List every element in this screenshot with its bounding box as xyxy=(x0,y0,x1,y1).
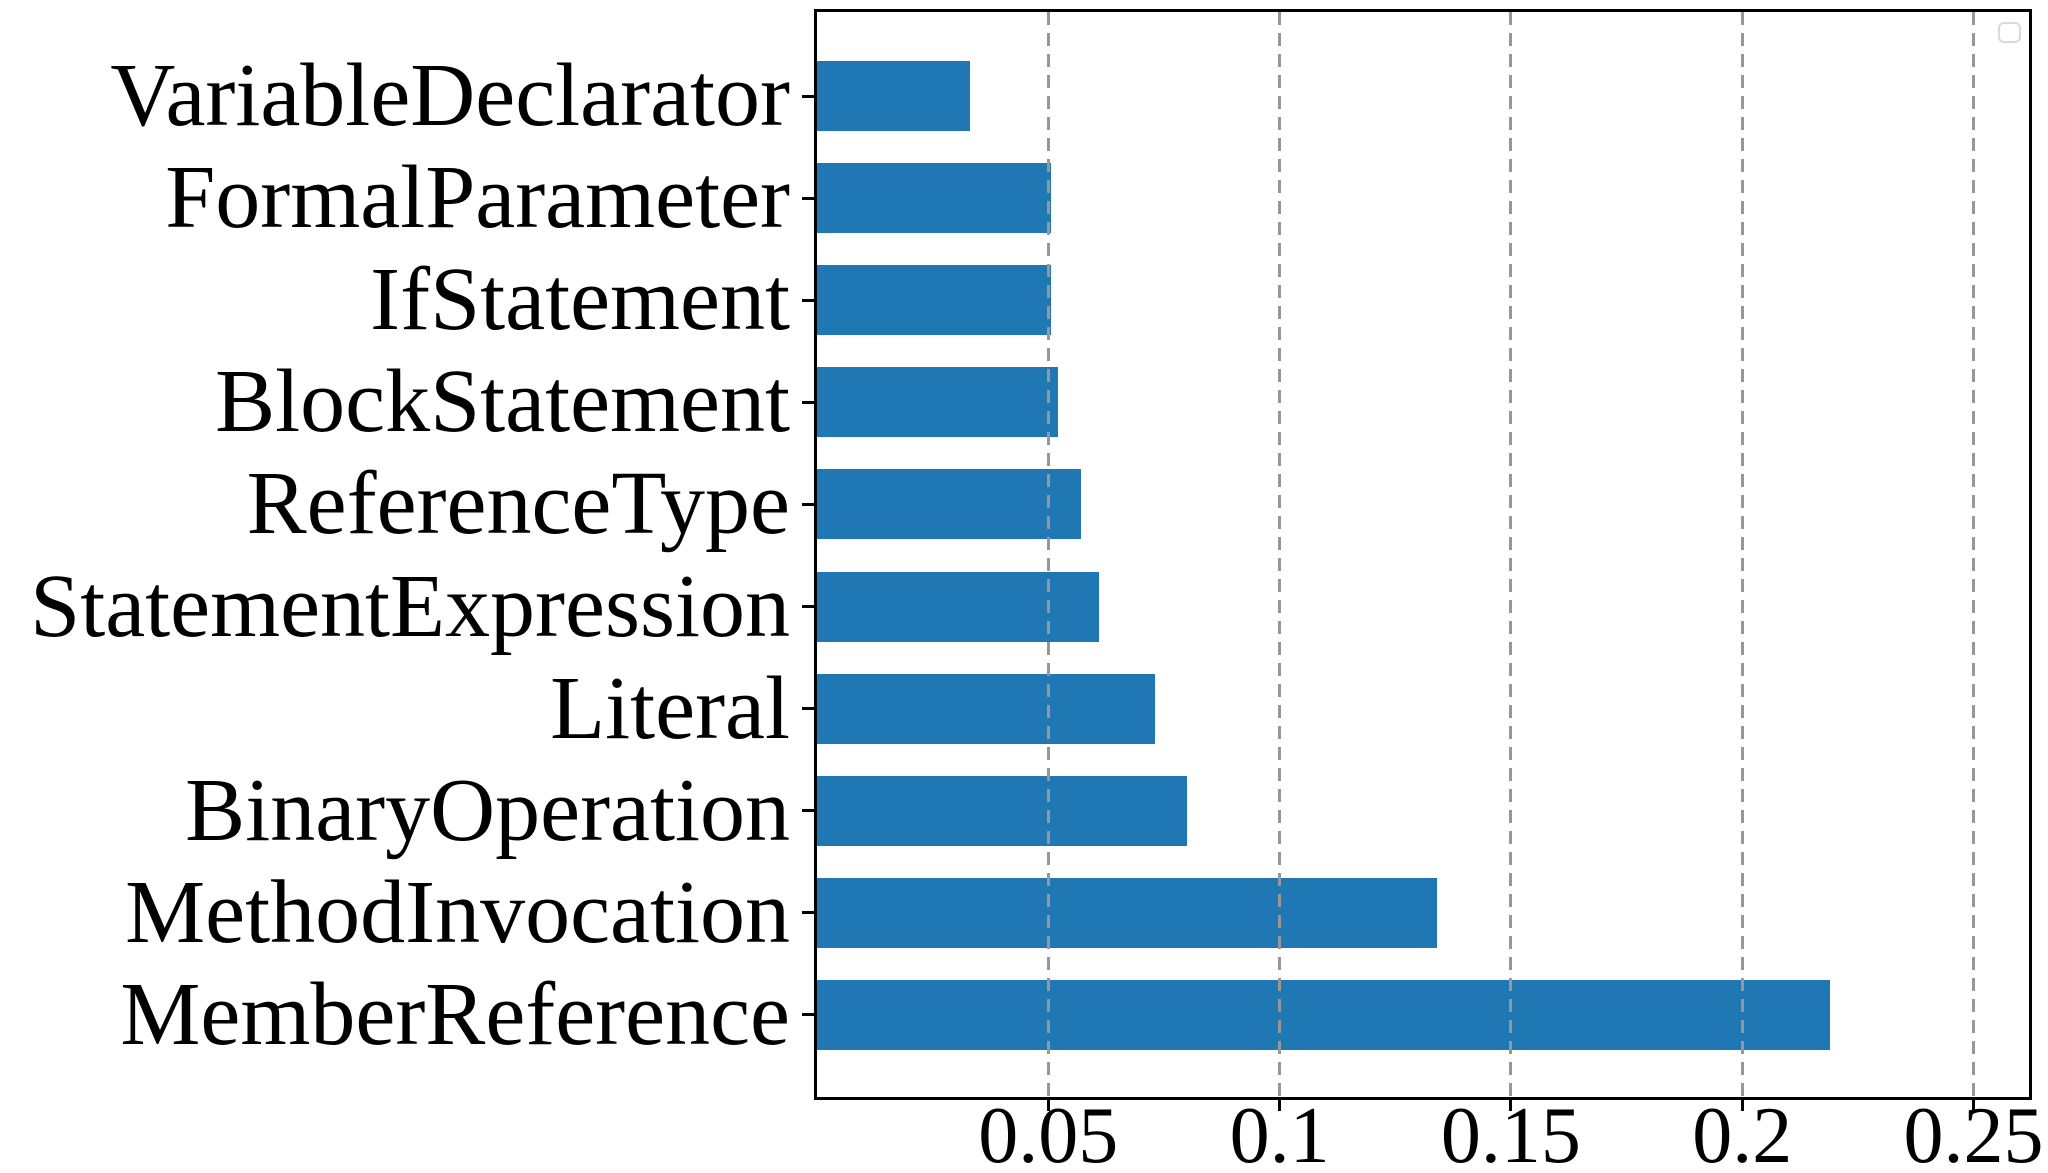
y-tick-label: VariableDeclarator xyxy=(110,46,790,145)
bar-MemberReference xyxy=(817,979,1831,1050)
plot-inner xyxy=(817,12,2029,1097)
y-tick-label: FormalParameter xyxy=(165,148,790,248)
y-tick-mark xyxy=(802,1013,814,1017)
y-tick-mark xyxy=(802,400,814,404)
x-tick-mark xyxy=(1278,1097,1282,1111)
bar-BinaryOperation xyxy=(817,775,1188,846)
bar-FormalParameter xyxy=(817,163,1051,234)
plot-area xyxy=(814,9,2032,1100)
x-tick-mark xyxy=(1971,1097,1975,1111)
y-tick-label: StatementExpression xyxy=(30,556,790,656)
x-tick-label: 0.25 xyxy=(1903,1092,2044,1173)
y-tick-mark xyxy=(802,707,814,711)
y-tick-label: ReferenceType xyxy=(246,454,790,554)
y-tick-mark xyxy=(802,94,814,98)
y-tick-label: BlockStatement xyxy=(215,352,790,452)
x-tick-mark xyxy=(1740,1097,1744,1111)
gridline xyxy=(1278,12,1282,1097)
bar-ReferenceType xyxy=(817,469,1081,540)
y-tick-mark xyxy=(802,809,814,813)
y-tick-mark xyxy=(802,502,814,506)
bar-IfStatement xyxy=(817,265,1051,336)
bar-BlockStatement xyxy=(817,367,1058,438)
x-tick-label: 0.05 xyxy=(978,1092,1119,1173)
x-tick-label: 0.15 xyxy=(1440,1092,1581,1173)
y-tick-label: Literal xyxy=(550,658,790,758)
x-tick-label: 0.1 xyxy=(1229,1092,1330,1173)
y-tick-label: IfStatement xyxy=(370,250,790,350)
y-tick-label: BinaryOperation xyxy=(185,760,790,860)
x-tick-label: 0.2 xyxy=(1692,1092,1793,1173)
x-tick-mark xyxy=(1046,1097,1050,1111)
y-tick-label: MethodInvocation xyxy=(125,862,790,962)
x-tick-mark xyxy=(1509,1097,1513,1111)
y-tick-mark xyxy=(802,298,814,302)
gridline xyxy=(1971,12,1975,1097)
y-tick-label: MemberReference xyxy=(120,964,790,1064)
bar-MethodInvocation xyxy=(817,877,1437,948)
y-tick-mark xyxy=(802,911,814,915)
gridline xyxy=(1509,12,1513,1097)
gridline xyxy=(1740,12,1744,1097)
gridline xyxy=(1046,12,1050,1097)
y-tick-mark xyxy=(802,605,814,608)
y-tick-mark xyxy=(802,196,814,200)
legend-box xyxy=(1998,22,2021,43)
bar-Literal xyxy=(817,673,1155,744)
bar-StatementExpression xyxy=(817,571,1100,642)
bar-VariableDeclarator xyxy=(817,61,970,131)
